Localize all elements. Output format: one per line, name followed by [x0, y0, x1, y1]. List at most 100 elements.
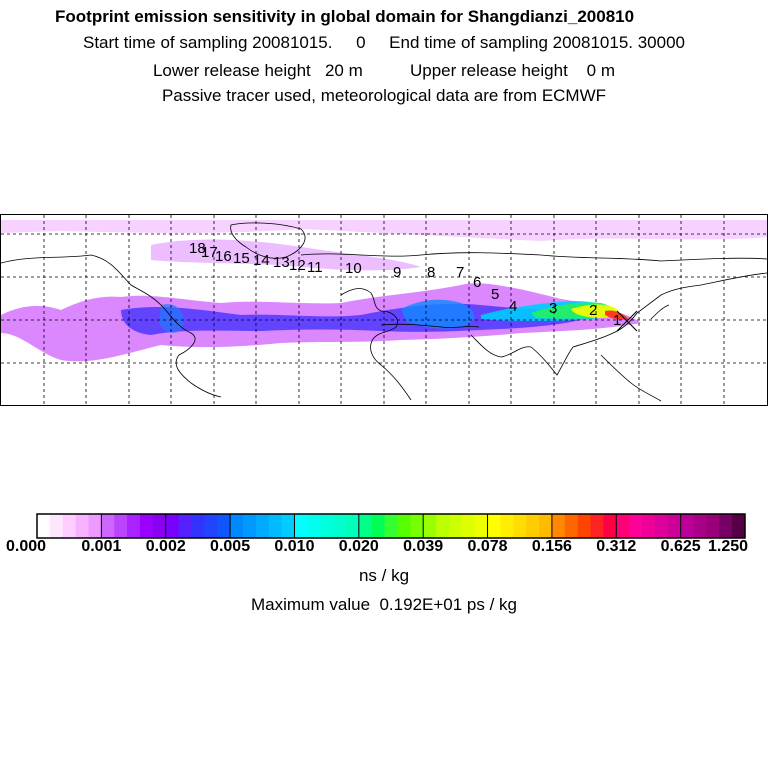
- colorbar-tick-label: 0.000: [5, 538, 47, 555]
- coast-mediterranean: [380, 323, 480, 328]
- colorbar-segment: [62, 514, 77, 538]
- colorbar-segment: [654, 514, 669, 538]
- tracer-info: Passive tracer used, meteorological data…: [161, 86, 607, 105]
- station-marker: [616, 310, 638, 332]
- coast-north-america: [1, 254, 222, 398]
- trajectory-label: 7: [456, 264, 464, 281]
- colorbar-segment: [667, 514, 682, 538]
- colorbar-tick-label: 0.010: [274, 538, 315, 555]
- colorbar-tick-label: 0.625: [660, 538, 701, 555]
- coast-greenland: [230, 222, 306, 259]
- colorbar-segment: [616, 514, 630, 538]
- trajectory-label: 6: [473, 274, 481, 291]
- colorbar-segment: [539, 514, 553, 538]
- colorbar-segment: [281, 514, 295, 538]
- colorbar-segment: [474, 514, 489, 538]
- trajectory-label: 12: [289, 257, 306, 274]
- colorbar-segment: [732, 514, 746, 538]
- trajectory-label: 16: [215, 248, 232, 265]
- colorbar-tick-label: 0.020: [338, 538, 379, 555]
- colorbar-tick-label: 0.002: [145, 538, 186, 555]
- trajectory-label: 17: [201, 244, 218, 261]
- colorbar-segment: [88, 514, 102, 538]
- maximum-value-label: Maximum value 0.192E+01 ps / kg: [251, 595, 517, 614]
- colorbar-segment: [423, 514, 437, 538]
- colorbar-segment: [487, 514, 501, 538]
- colorbar-segment: [242, 514, 257, 538]
- colorbar-segment: [526, 514, 540, 538]
- colorbar-segment: [461, 514, 476, 538]
- colorbar-segment: [500, 514, 514, 538]
- colorbar-segment: [230, 514, 244, 538]
- colorbar-segment: [577, 514, 592, 538]
- trajectory-label: 10: [345, 260, 362, 277]
- colorbar-tick-label: 1.250: [707, 538, 749, 555]
- colorbar-segment: [693, 514, 707, 538]
- plume-blue-patch: [401, 299, 475, 329]
- colorbar-segment: [204, 514, 218, 538]
- colorbar-segment: [371, 514, 386, 538]
- colorbar-segment: [139, 514, 154, 538]
- colorbar-segment: [448, 514, 463, 538]
- colorbar-segment: [49, 514, 64, 538]
- colorbar-segment: [333, 514, 347, 538]
- trajectory-label: 5: [491, 286, 499, 303]
- coast-japan: [650, 304, 670, 320]
- trajectory-label: 9: [393, 264, 401, 281]
- release-height-info: Lower release height 20 m Upper release …: [152, 61, 616, 80]
- colorbar-segment: [191, 514, 205, 538]
- colorbar-segment: [345, 514, 360, 538]
- colorbar-segment: [642, 514, 656, 538]
- trajectory-label: 14: [253, 252, 270, 269]
- trajectory-label: 4: [509, 298, 517, 315]
- trajectory-label: 8: [427, 264, 435, 281]
- colorbar-segment: [268, 514, 283, 538]
- plume-low-north: [151, 239, 421, 271]
- colorbar-segment: [564, 514, 579, 538]
- colorbar-segment: [397, 514, 411, 538]
- colorbar-unit: ns / kg: [358, 566, 410, 585]
- sampling-time-info: Start time of sampling 20081015. 0 End t…: [83, 33, 685, 52]
- colorbar: [36, 513, 746, 539]
- colorbar-segment: [75, 514, 89, 538]
- map-title: Footprint emission sensitivity in global…: [55, 7, 635, 26]
- colorbar-segment: [178, 514, 192, 538]
- coastline-layer: [1, 222, 767, 402]
- grid-layer: [1, 215, 767, 405]
- trajectory-label: 1: [613, 312, 621, 329]
- colorbar-segment: [513, 514, 527, 538]
- colorbar-segment: [410, 514, 424, 538]
- colorbar-tick-label: 0.312: [596, 538, 637, 555]
- coast-europe-africa: [340, 288, 412, 401]
- colorbar-segment: [680, 514, 695, 538]
- colorbar-segment: [384, 514, 398, 538]
- trajectory-label: 11: [307, 259, 323, 276]
- colorbar-segment: [114, 514, 128, 538]
- colorbar-segment: [307, 514, 321, 538]
- colorbar-tick-label: 0.078: [467, 538, 508, 555]
- plume-low-arctic: [1, 220, 767, 241]
- colorbar-segment: [358, 514, 373, 538]
- trajectory-label: 18: [189, 240, 206, 257]
- trajectory-label: 2: [589, 302, 597, 319]
- colorbar-segment: [551, 514, 566, 538]
- colorbar-segment: [706, 514, 720, 538]
- coast-arctic: [300, 252, 767, 262]
- colorbar-segment: [320, 514, 334, 538]
- colorbar-segment: [152, 514, 167, 538]
- colorbar-segment: [629, 514, 643, 538]
- plume-mid-core: [121, 303, 601, 335]
- colorbar-tick-label: 0.001: [81, 538, 122, 555]
- colorbar-segment: [165, 514, 180, 538]
- coast-east-asia: [572, 272, 767, 348]
- colorbar-segment: [37, 514, 51, 538]
- colorbar-segment: [217, 514, 231, 538]
- coast-southeast-asia: [600, 354, 662, 402]
- trajectory-label: 13: [273, 254, 290, 271]
- footprint-map: 1 2 3 4 5 6 7 8 9 10 11 12 13 14 15 16 17 18: [0, 214, 768, 406]
- trajectory-label: 3: [549, 300, 557, 317]
- colorbar-segment: [294, 514, 308, 538]
- colorbar-tick-label: 0.156: [531, 538, 572, 555]
